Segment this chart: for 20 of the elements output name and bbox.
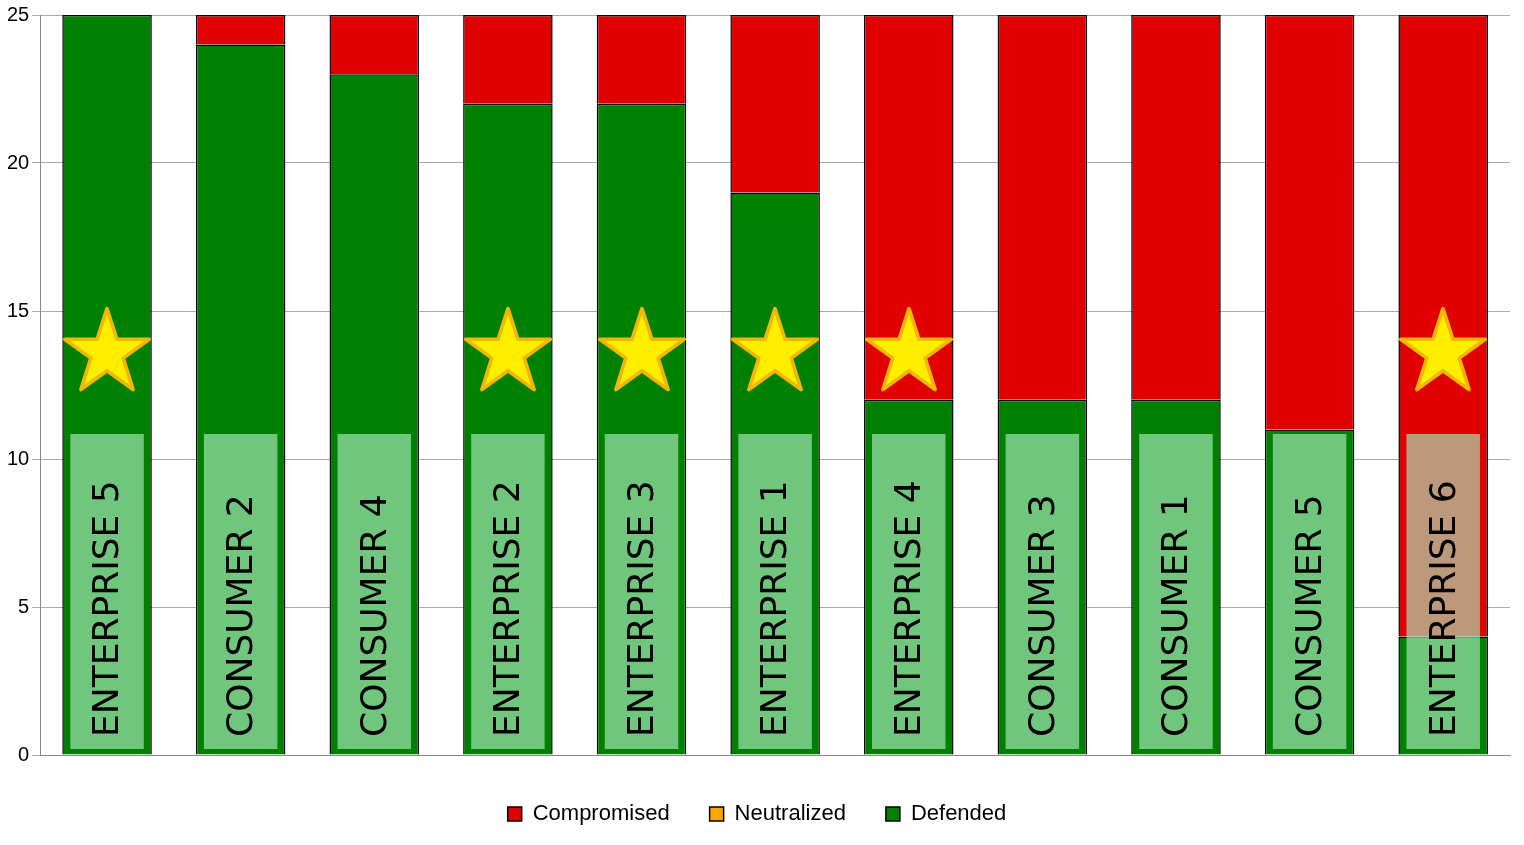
x-tick-label: CONSUMER 2 (219, 494, 261, 737)
y-tick-label: 25 (7, 2, 30, 25)
x-tick-label: ENTERPRISE 5 (85, 480, 127, 737)
legend-label: Compromised (532, 800, 670, 826)
y-tick-label: 0 (18, 742, 30, 765)
y-tick-label: 15 (7, 298, 30, 321)
x-tick-label: ENTERPRISE 6 (1421, 480, 1463, 737)
y-tick-label: 10 (7, 446, 30, 469)
y-tick-label: 5 (18, 594, 30, 617)
x-tick-label: CONSUMER 3 (1020, 494, 1062, 737)
y-tick-label: 20 (7, 150, 30, 173)
x-tick-label: CONSUMER 1 (1154, 494, 1196, 737)
x-tick-label: ENTERPRISE 3 (619, 480, 661, 737)
x-tick-label: ENTERPRISE 1 (753, 480, 795, 737)
x-tick-label: ENTERPRISE 4 (887, 480, 929, 737)
legend-label: Neutralized (734, 800, 846, 826)
x-tick-label: CONSUMER 4 (352, 494, 394, 737)
x-tick-label: CONSUMER 5 (1287, 494, 1329, 737)
x-tick-label: ENTERPRISE 2 (486, 480, 528, 737)
legend-label: Defended (910, 800, 1007, 826)
